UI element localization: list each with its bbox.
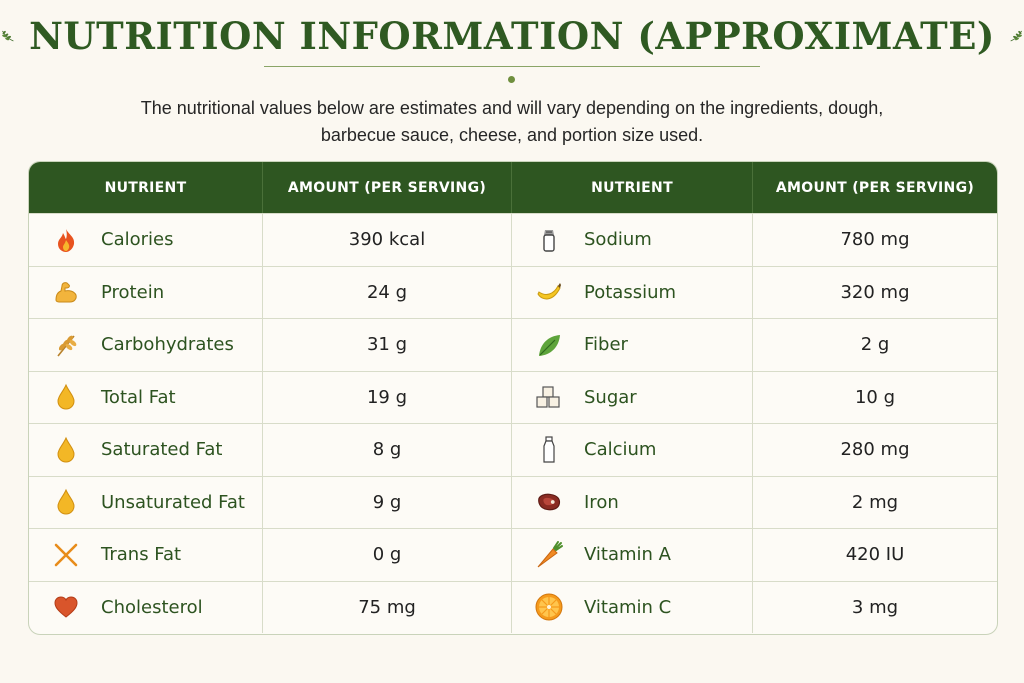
amount-cell: 280 mg: [840, 439, 910, 461]
nutrient-label: Vitamin C: [584, 596, 672, 618]
amount-cell: 0 g: [263, 529, 512, 581]
table-row: Carbohydrates 31 g Fiber 2 g: [29, 318, 997, 371]
crossed-x-icon: [51, 540, 81, 570]
nutrient-label: Cholesterol: [101, 596, 203, 618]
header-nutrient-right: NUTRIENT: [512, 162, 753, 213]
title-row: NUTRITION INFORMATION (APPROXIMATE): [0, 14, 1024, 58]
sugar-cubes-icon: [534, 382, 564, 412]
amount-cell: 24 g: [263, 266, 512, 318]
nutrition-table: NUTRIENT AMOUNT (PER SERVING) NUTRIENT A…: [28, 161, 998, 635]
nutrient-cell: Fiber: [512, 319, 753, 371]
nutrient-label: Saturated Fat: [101, 439, 223, 461]
table-row: Calories 390 kcal Sodium 780 mg: [29, 213, 997, 266]
nutrient-label: Unsaturated Fat: [101, 491, 245, 513]
nutrient-cell: Carbohydrates: [29, 319, 263, 371]
milk-bottle-icon: [534, 435, 564, 465]
nutrient-label: Calcium: [584, 439, 657, 461]
amount-cell: 31 g: [263, 319, 512, 371]
leaf-icon: [534, 330, 564, 360]
nutrient-label: Trans Fat: [101, 544, 182, 566]
nutrient-label: Total Fat: [101, 386, 176, 408]
oil-drop-icon: [51, 382, 81, 412]
title-divider: [264, 66, 760, 67]
banana-icon: [534, 277, 564, 307]
nutrient-label: Iron: [584, 491, 619, 513]
nutrient-cell: Protein: [29, 266, 263, 318]
nutrient-cell: Cholesterol: [29, 581, 263, 633]
divider-dot: [508, 76, 515, 83]
nutrient-label: Potassium: [584, 281, 677, 303]
flexed-arm-icon: [51, 277, 81, 307]
oil-drop-icon: [51, 435, 81, 465]
amount-cell: 10 g: [854, 386, 896, 408]
amount-cell: 780 mg: [840, 229, 910, 251]
nutrient-cell: Unsaturated Fat: [29, 476, 263, 528]
amount-cell: 390 kcal: [263, 214, 512, 266]
table-row: Unsaturated Fat 9 g Iron 2 mg: [29, 475, 997, 528]
nutrient-cell: Vitamin A: [512, 529, 753, 581]
wheat-icon: [51, 330, 81, 360]
salt-shaker-icon: [534, 225, 564, 255]
amount-cell: 75 mg: [263, 581, 512, 633]
nutrient-cell: Calcium: [512, 424, 753, 476]
amount-cell: 2 mg: [851, 491, 899, 513]
nutrient-label: Sugar: [584, 386, 637, 408]
table-row: Total Fat 19 g Sugar 10 g: [29, 370, 997, 423]
header-amount-left: AMOUNT (PER SERVING): [263, 162, 512, 213]
nutrient-cell: Total Fat: [29, 371, 263, 423]
amount-cell: 3 mg: [851, 596, 899, 618]
amount-cell: 8 g: [263, 424, 512, 476]
laurel-left-icon: [2, 30, 14, 42]
table-row: Trans Fat 0 g Vitamin A 420 IU: [29, 528, 997, 581]
nutrient-label: Carbohydrates: [101, 334, 234, 356]
laurel-right-icon: [1010, 30, 1022, 42]
amount-cell: 420 IU: [845, 544, 905, 566]
table-row: Saturated Fat 8 g Calcium 280 mg: [29, 423, 997, 476]
header-nutrient-left: NUTRIENT: [29, 162, 263, 213]
carrot-icon: [534, 540, 564, 570]
nutrient-label: Fiber: [584, 334, 628, 356]
amount-cell: 2 g: [860, 334, 890, 356]
nutrient-cell: Calories: [29, 214, 263, 266]
amount-cell: 320 mg: [840, 281, 910, 303]
header-amount-right: AMOUNT (PER SERVING): [775, 179, 975, 196]
amount-cell: 9 g: [263, 476, 512, 528]
amount-cell: 19 g: [263, 371, 512, 423]
nutrient-label: Protein: [101, 281, 165, 303]
heart-icon: [51, 592, 81, 622]
table-header: NUTRIENT AMOUNT (PER SERVING) NUTRIENT A…: [29, 162, 997, 213]
nutrient-cell: Sugar: [512, 371, 753, 423]
nutrient-cell: Iron: [512, 476, 753, 528]
oil-drop-icon: [51, 487, 81, 517]
page-subtitle: The nutritional values below are estimat…: [140, 98, 884, 145]
page-title: NUTRITION INFORMATION (APPROXIMATE): [29, 14, 995, 58]
nutrient-cell: Saturated Fat: [29, 424, 263, 476]
table-row: Cholesterol 75 mg Vitamin C 3 mg: [29, 580, 997, 633]
nutrient-label: Sodium: [584, 229, 652, 251]
nutrient-label: Vitamin A: [584, 544, 671, 566]
nutrient-cell: Trans Fat: [29, 529, 263, 581]
nutrient-cell: Sodium: [512, 214, 753, 266]
steak-icon: [534, 487, 564, 517]
orange-slice-icon: [534, 592, 564, 622]
nutrient-cell: Potassium: [512, 266, 753, 318]
flame-icon: [51, 225, 81, 255]
nutrient-label: Calories: [101, 229, 174, 251]
table-row: Protein 24 g Potassium 320 mg: [29, 265, 997, 318]
page-header: NUTRITION INFORMATION (APPROXIMATE): [0, 14, 1024, 58]
nutrient-cell: Vitamin C: [512, 581, 753, 633]
